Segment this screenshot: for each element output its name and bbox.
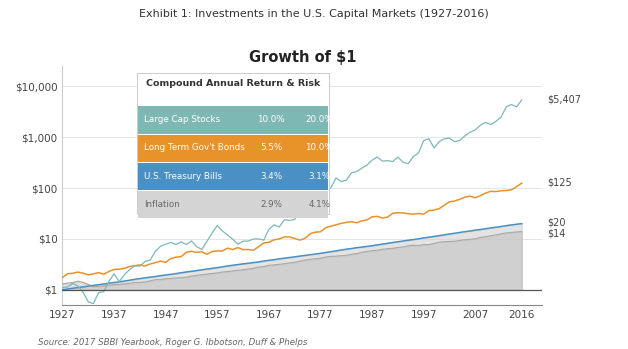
Text: Compound Annual Return & Risk: Compound Annual Return & Risk (146, 79, 320, 88)
Text: 3.4%: 3.4% (260, 172, 283, 180)
Text: 10.0%: 10.0% (305, 143, 333, 153)
FancyBboxPatch shape (138, 163, 328, 190)
Text: Source: 2017 SBBI Yearbook, Roger G. Ibbotson, Duff & Phelps: Source: 2017 SBBI Yearbook, Roger G. Ibb… (38, 338, 307, 347)
Text: $125: $125 (548, 177, 572, 187)
Text: $5,407: $5,407 (548, 95, 582, 105)
Text: Exhibit 1: Investments in the U.S. Capital Markets (1927-2016): Exhibit 1: Investments in the U.S. Capit… (139, 9, 489, 19)
Text: $14: $14 (548, 228, 566, 238)
Text: Large Cap Stocks: Large Cap Stocks (144, 115, 220, 124)
Text: 20.0%: 20.0% (305, 115, 333, 124)
Text: 5.5%: 5.5% (260, 143, 283, 153)
Title: Growth of $1: Growth of $1 (249, 50, 356, 65)
Text: $20: $20 (548, 217, 566, 228)
FancyBboxPatch shape (138, 106, 328, 134)
Text: 4.1%: 4.1% (308, 200, 330, 209)
Text: U.S. Treasury Bills: U.S. Treasury Bills (144, 172, 222, 180)
FancyBboxPatch shape (138, 191, 328, 218)
FancyBboxPatch shape (138, 135, 328, 162)
Text: 10.0%: 10.0% (257, 115, 285, 124)
Text: 3.1%: 3.1% (308, 172, 330, 180)
Text: Long Term Gov't Bonds: Long Term Gov't Bonds (144, 143, 245, 153)
FancyBboxPatch shape (137, 73, 329, 214)
Text: 2.9%: 2.9% (260, 200, 282, 209)
Text: Inflation: Inflation (144, 200, 180, 209)
